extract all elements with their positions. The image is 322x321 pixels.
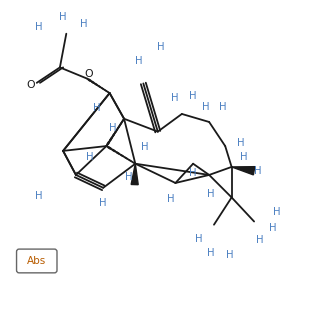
Text: H: H [93, 102, 100, 113]
Text: H: H [35, 191, 42, 202]
Text: H: H [125, 172, 133, 182]
Text: H: H [59, 12, 67, 22]
Text: H: H [195, 234, 203, 244]
Text: H: H [202, 101, 209, 112]
Text: H: H [253, 166, 261, 176]
Text: H: H [189, 91, 196, 101]
Polygon shape [131, 164, 138, 185]
FancyBboxPatch shape [16, 249, 57, 273]
Text: O: O [27, 80, 35, 91]
Text: H: H [273, 207, 281, 217]
Text: H: H [157, 41, 165, 52]
Text: H: H [109, 123, 117, 134]
Text: H: H [86, 152, 93, 162]
Text: H: H [226, 250, 234, 260]
Text: H: H [189, 168, 197, 178]
Text: H: H [135, 56, 142, 66]
Text: H: H [269, 223, 277, 233]
Text: H: H [237, 137, 244, 148]
Text: H: H [80, 19, 88, 30]
Text: H: H [171, 93, 178, 103]
Text: H: H [167, 194, 175, 204]
Text: O: O [85, 69, 93, 79]
Text: H: H [141, 142, 148, 152]
Text: H: H [207, 189, 214, 199]
Text: Abs: Abs [27, 256, 46, 266]
Text: H: H [256, 235, 264, 245]
Text: H: H [35, 22, 42, 32]
Text: H: H [99, 198, 106, 208]
Text: H: H [207, 248, 214, 258]
Text: H: H [219, 102, 226, 112]
Text: H: H [240, 152, 248, 162]
Polygon shape [232, 167, 255, 175]
